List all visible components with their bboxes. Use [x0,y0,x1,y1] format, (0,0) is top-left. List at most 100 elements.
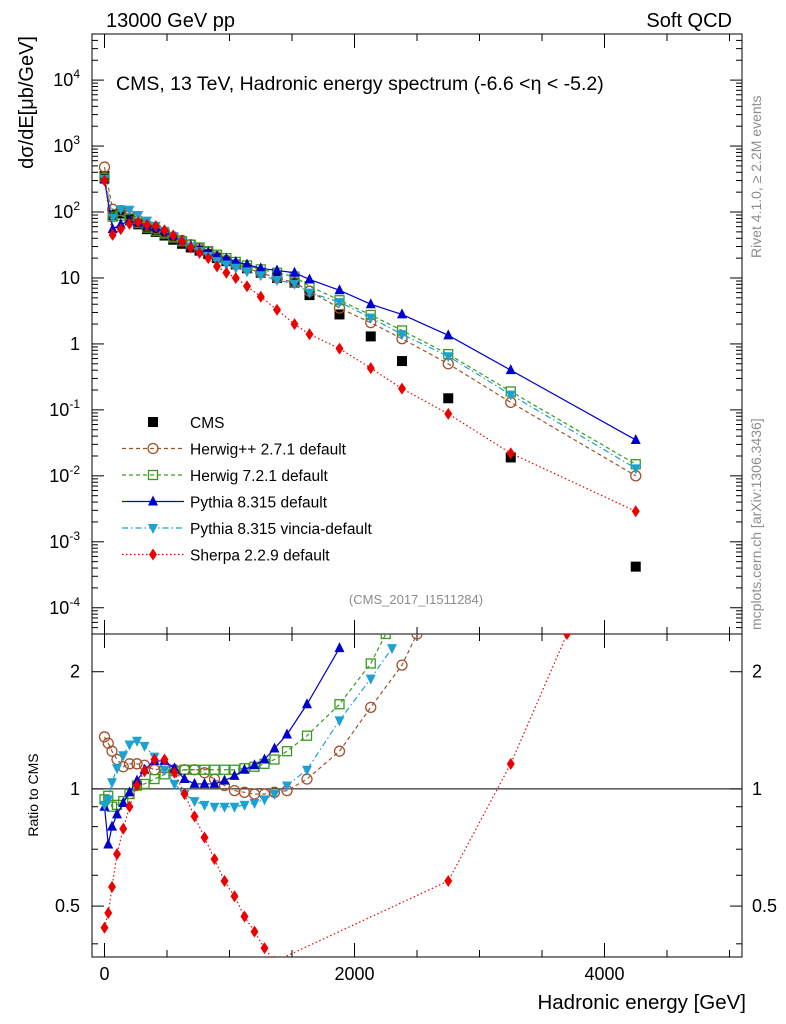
ratio-y-tick-label-right: 1 [752,779,762,799]
data-point-Sherpa 2.2.9 default [506,447,515,460]
ratio-point-Pythia 8.315 default [179,773,190,784]
data-point-Pythia 8.315 vincia-default [443,352,454,363]
data-point-CMS [365,331,376,342]
ratio-point-Pythia 8.315 vincia-default [259,795,270,806]
data-point-Pythia 8.315 default [230,255,241,266]
ratio-point-Pythia 8.315 vincia-default [132,736,142,747]
ratio-point-Pythia 8.315 vincia-default [239,800,250,811]
legend-marker-Herwig++ 2.7.1 default [147,442,159,455]
data-point-Pythia 8.315 default [272,264,282,275]
data-point-Pythia 8.315 default [255,262,266,273]
data-point-Sherpa 2.2.9 default [151,220,160,233]
x-axis-label: Hadronic energy [GeV] [537,991,746,1014]
ratio-point-Sherpa 2.2.9 default [170,766,179,779]
y-tick-label-exponent: -1 [69,397,80,411]
data-point-Pythia 8.315 vincia-default [230,263,241,274]
ratio-point-Pythia 8.315 default [199,777,210,788]
data-point-Pythia 8.315 vincia-default [272,276,282,287]
header-energy-label: 13000 GeV pp [106,10,235,32]
ratio-point-Sherpa 2.2.9 default [273,955,276,957]
ratio-point-Pythia 8.315 vincia-default [209,802,220,813]
analysis-tag: (CMS_2017_I1511284) [349,592,483,607]
ratio-point-Sherpa 2.2.9 default [230,890,239,903]
data-point-Sherpa 2.2.9 default [204,252,213,265]
ratio-point-Pythia 8.315 vincia-default [229,802,240,813]
ratio-point-Herwig 7.2.1 default [334,699,345,710]
legend-marker-Pythia 8.315 default [148,495,158,506]
ratio-point-Pythia 8.315 default [209,777,220,788]
ratio-y-tick-label-left: 2 [70,662,80,682]
y-tick-label-exponent: -2 [69,463,80,477]
data-point-Herwig++ 2.7.1 default [98,161,111,173]
data-point-Sherpa 2.2.9 default [256,290,265,303]
ratio-point-Herwig++ 2.7.1 default [131,758,143,770]
ratio-point-Pythia 8.315 default [219,774,230,785]
ratio-point-Sherpa 2.2.9 default [190,810,199,823]
legend-label-Pythia 8.315 vincia-default: Pythia 8.315 vincia-default [190,521,373,538]
ratio-frame [91,633,743,958]
ratio-point-Herwig++ 2.7.1 default [98,731,111,743]
data-point-Sherpa 2.2.9 default [222,266,231,279]
data-point-Sherpa 2.2.9 default [125,217,134,230]
y-tick-label: 102 [53,199,80,222]
data-point-Sherpa 2.2.9 default [116,223,125,236]
series-line-Pythia 8.315 default [103,179,637,441]
ratio-point-Pythia 8.315 default [334,642,345,653]
ratio-point-Herwig 7.2.1 default [380,634,391,640]
data-point-Sherpa 2.2.9 default [195,246,204,259]
ratio-line-Pythia 8.315 default [103,647,341,845]
data-point-Pythia 8.315 default [443,329,454,340]
ratio-point-Herwig 7.2.1 default [149,773,160,785]
data-point-Sherpa 2.2.9 default [444,407,453,420]
y-tick-label-exponent: 3 [73,133,80,147]
data-point-Sherpa 2.2.9 default [213,260,221,273]
y-tick-label: 10-2 [49,463,80,486]
ratio-point-Pythia 8.315 vincia-default [118,751,129,762]
ratio-point-Sherpa 2.2.9 default [100,921,109,934]
data-point-Sherpa 2.2.9 default [143,218,151,231]
ratio-y-tick-label-right: 2 [752,662,762,682]
legend-label-Herwig 7.2.1 default: Herwig 7.2.1 default [190,468,329,485]
ratio-point-Herwig++ 2.7.1 default [396,659,408,671]
legend-label-CMS: CMS [190,415,224,432]
data-point-CMS [443,393,454,404]
legend-marker-CMS [148,417,158,427]
data-point-Sherpa 2.2.9 default [335,342,344,355]
ratio-y-tick-label-left: 1 [70,779,80,799]
legend-marker-Herwig 7.2.1 default [147,469,159,481]
ratio-point-Sherpa 2.2.9 default [104,906,113,919]
ratio-point-Pythia 8.315 default [259,753,270,764]
ratio-line-Pythia 8.315 vincia-default [104,647,393,808]
ratio-point-Herwig 7.2.1 default [199,764,210,775]
data-point-Pythia 8.315 vincia-default [630,464,641,475]
ratio-point-Pythia 8.315 default [124,786,135,797]
ratio-panel: 0.5 0.5 1 1 2 2 0 2000 4000 Ratio to CMS Hadronic … [25,633,777,1014]
ratio-y-axis-label: Ratio to CMS [25,753,41,836]
ratio-point-Herwig++ 2.7.1 default [106,745,118,757]
y-tick-label-exponent: -3 [69,529,80,543]
ratio-point-Sherpa 2.2.9 default [119,822,128,835]
ratio-point-Herwig++ 2.7.1 default [123,758,136,770]
data-point-Sherpa 2.2.9 default [631,505,640,518]
legend-label-Herwig++ 2.7.1 default: Herwig++ 2.7.1 default [190,442,347,459]
ratio-point-Pythia 8.315 vincia-default [334,716,345,727]
ratio-point-Pythia 8.315 vincia-default [249,799,260,810]
data-point-Pythia 8.315 vincia-default [289,279,300,290]
data-point-Sherpa 2.2.9 default [243,280,251,293]
ratio-y-tick-label-left: 0.5 [55,896,80,916]
ratio-point-Pythia 8.315 vincia-default [159,765,170,776]
ratio-point-Pythia 8.315 default [118,797,129,808]
ratio-point-Herwig 7.2.1 default [189,764,200,775]
ratio-point-Herwig++ 2.7.1 default [333,745,346,757]
data-point-Sherpa 2.2.9 default [100,174,109,187]
ratio-point-Sherpa 2.2.9 default [563,634,571,640]
data-point-Pythia 8.315 default [221,252,232,263]
ratio-point-Herwig++ 2.7.1 default [365,701,377,713]
ratio-point-Sherpa 2.2.9 default [250,925,259,938]
ratio-point-Sherpa 2.2.9 default [220,875,229,888]
y-tick-label-exponent: 4 [73,67,80,81]
ratio-point-Herwig 7.2.1 default [209,764,220,775]
ratio-point-Pythia 8.315 vincia-default [124,740,135,751]
chart-title: CMS, 13 TeV, Hadronic energy spectrum (-… [116,73,604,95]
